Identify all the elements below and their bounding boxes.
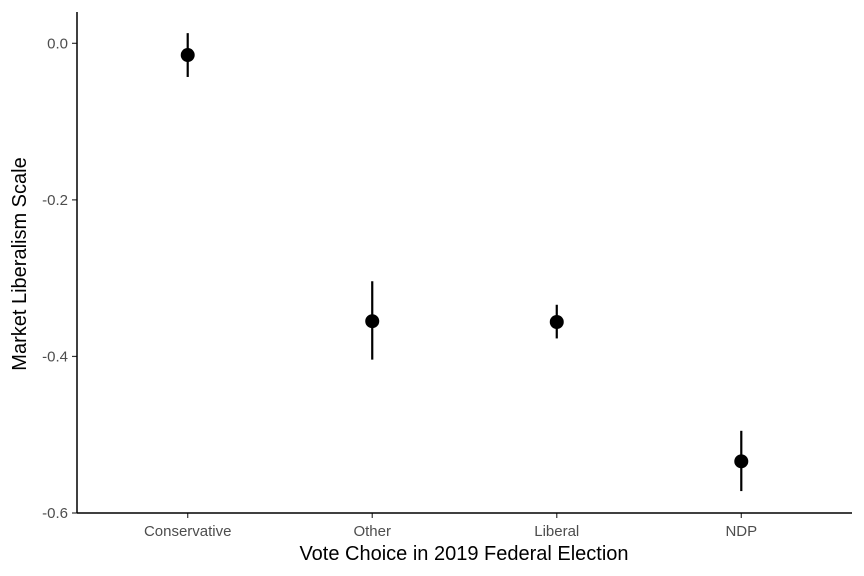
- x-axis-title: Vote Choice in 2019 Federal Election: [299, 543, 628, 565]
- data-point: [365, 314, 380, 329]
- y-tick-label: -0.2: [42, 192, 68, 209]
- data-point: [734, 454, 749, 469]
- x-axis-ticks: Conservative Other Liberal NDP: [144, 513, 757, 540]
- y-tick-label: 0.0: [47, 35, 68, 52]
- x-tick-label: NDP: [725, 523, 757, 540]
- y-tick-label: -0.6: [42, 505, 68, 522]
- data-point: [549, 314, 564, 329]
- y-tick-label: -0.4: [42, 348, 68, 365]
- y-axis-ticks: 0.0 -0.2 -0.4 -0.6: [42, 35, 77, 522]
- x-tick-label: Other: [353, 523, 391, 540]
- x-tick-label: Conservative: [144, 523, 232, 540]
- y-axis-title: Market Liberalism Scale: [9, 157, 31, 370]
- plot-marks: [180, 33, 749, 492]
- x-tick-label: Liberal: [534, 523, 579, 540]
- data-point: [180, 48, 195, 63]
